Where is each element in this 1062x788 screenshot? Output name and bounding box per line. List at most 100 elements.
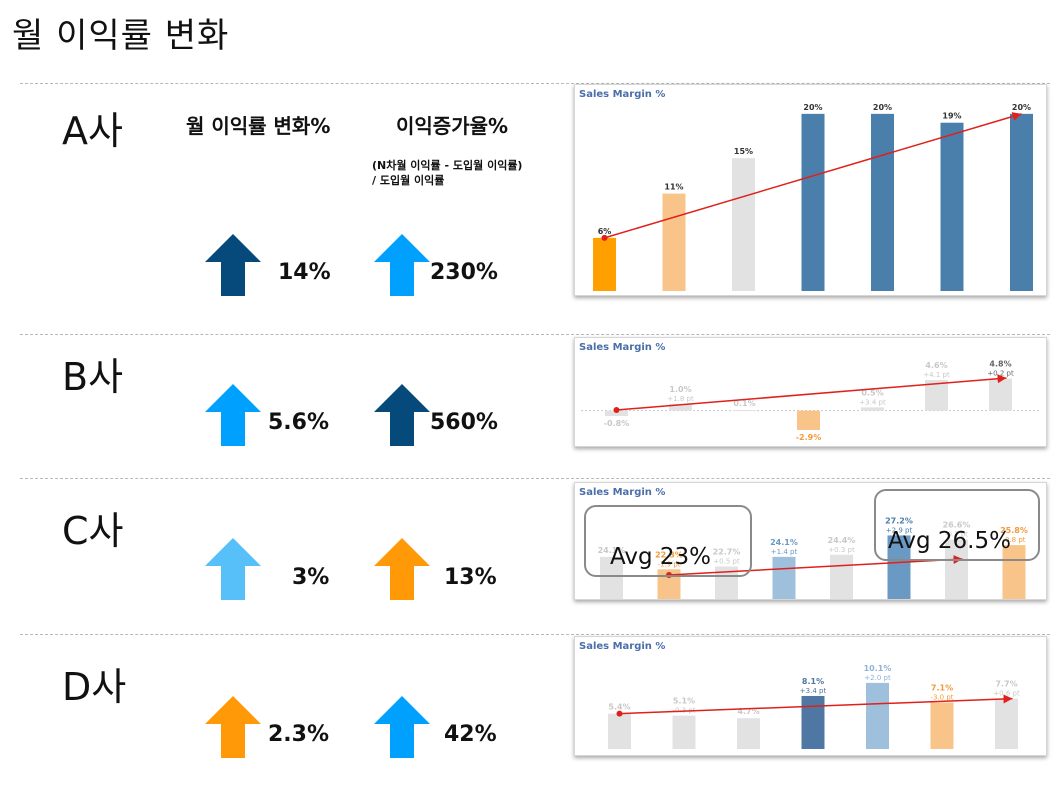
bar [1002,545,1026,599]
formula-note: (N차월 이익률 - 도입월 이익률) / 도입월 이익률 [372,158,522,188]
header-monthly-change: 월 이익률 변화% [186,114,331,138]
company-d: D사 [62,665,127,709]
monthly-change-value-b: 5.6% [268,410,330,435]
avg-callout-box-1 [584,505,752,577]
bar [945,539,968,599]
avg-label-1: Avg 23% [610,544,712,570]
bar [995,698,1018,749]
data-label: 24.4% [828,536,856,545]
bar [830,554,853,599]
change-label: -0.7 pt [945,531,968,539]
monthly-change-value-d: 2.3% [268,722,330,747]
increase-rate-value-b: 560% [430,410,498,435]
bar [871,113,894,291]
change-label: +4.1 pt [923,371,950,379]
divider [20,83,1050,84]
sales-margin-chart-c: Sales Margin % 24.1% 22.3% -1.9 pt 22.7% +0.5… [574,482,1047,600]
monthly-change-value-a: 14% [278,260,331,285]
company-a: A사 [62,109,123,153]
trend-line [619,694,1013,715]
change-label: +1.8 pt [667,395,694,403]
bar [772,556,796,599]
chart-title: Sales Margin % [579,487,665,498]
data-label: 22.7% [713,548,741,557]
divider [20,334,1050,335]
data-label: 20% [873,103,892,112]
trend-start-point [601,234,608,241]
bar [925,380,948,411]
sales-margin-chart-a: Sales Margin % 6% 11% 15% 20% 20% 19% 20% [574,84,1047,296]
data-label: 27.2% [885,516,913,525]
data-label: 4.6% [925,361,947,370]
bar [801,113,825,291]
increase-rate-value-d: 42% [444,722,497,747]
data-label: 24.1% [770,538,798,547]
bar [593,237,616,291]
bar [600,556,623,599]
formula-line-1: (N차월 이익률 - 도입월 이익률) [372,159,523,172]
bar [797,410,820,430]
bar [733,410,756,411]
change-label: -0.8 pt [1002,536,1025,544]
up-arrow-icon [374,384,430,446]
change-label: +3.4 pt [859,398,886,406]
trend-line [668,554,963,576]
bar [940,122,964,291]
data-label: 7.1% [931,684,953,693]
sales-margin-chart-b: Sales Margin % -0.8% 1.0% +1.8 pt 0.1% -2.9% 0… [574,337,1047,447]
data-label: 15% [734,147,753,156]
change-label: +0.2 pt [987,370,1014,378]
data-label: 11% [664,183,683,192]
bar [801,695,825,749]
formula-line-2: / 도입월 이익률 [372,174,445,187]
bar [930,702,954,749]
chart-svg: Sales Margin % 6% 11% 15% 20% 20% 19% 20% [579,89,1033,291]
up-arrow-icon [205,538,261,600]
avg-label-2: Avg 26.5% [888,528,1011,554]
data-label: 6% [598,227,612,236]
bar [866,682,889,749]
bar [1010,113,1033,291]
up-arrow-icon [374,696,430,758]
data-label: -0.8% [604,419,630,428]
chart-svg: Sales Margin %5.4%5.1%-0.3 pt4.7%8.1%+3.… [579,641,1020,749]
chart-title: Sales Margin % [579,641,665,652]
data-label: 0.1% [733,399,755,408]
data-label: 19% [942,112,961,121]
change-label: +0.3 pt [828,546,855,554]
trend-start-point [613,407,620,413]
chart-svg: Sales Margin % -0.8% 1.0%+1.8 pt 0.1% -2.9% 0… [579,342,1040,442]
up-arrow-icon [374,538,430,600]
bar [605,410,628,416]
avg-callout-box-2 [874,489,1040,561]
up-arrow-icon [205,696,261,758]
trend-start-point [616,710,623,717]
bar [861,407,884,411]
data-label: 22.3% [655,550,683,559]
bar [669,404,692,411]
company-c: C사 [62,509,124,553]
data-label: 5.1% [673,697,695,706]
increase-rate-value-c: 13% [444,565,497,590]
bar [887,535,911,599]
chart-title: Sales Margin % [579,342,665,353]
bar [737,718,760,749]
change-label: +0.6 pt [993,690,1020,698]
page-title: 월 이익률 변화 [12,16,230,56]
monthly-change-value-c: 3% [292,565,330,590]
header-increase-rate: 이익증가율% [396,114,509,138]
data-label: -2.9% [796,433,822,442]
bar [662,193,686,291]
change-label: -1.9 pt [657,560,680,568]
trend-line [616,374,1007,411]
bar [672,715,696,749]
trend-line [604,112,1022,239]
increase-rate-value-a: 230% [430,260,498,285]
change-label: +1.4 pt [771,548,798,556]
bar [608,713,631,749]
up-arrow-icon [374,234,430,296]
change-label: -3.0 pt [930,694,953,702]
data-label: 4.7% [737,707,759,716]
bar [989,378,1012,411]
data-label: 8.1% [802,677,824,686]
